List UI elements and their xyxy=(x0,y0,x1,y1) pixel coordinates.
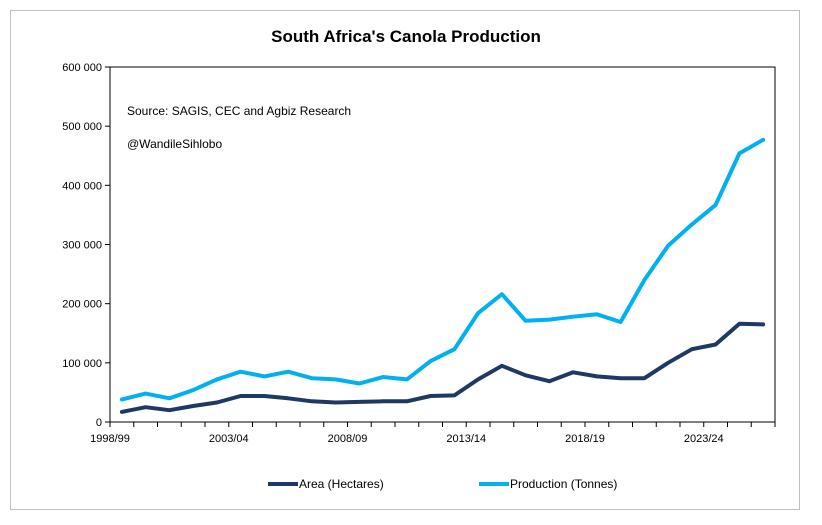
x-tick-label: 2013/14 xyxy=(446,433,486,445)
legend-label-production: Production (Tonnes) xyxy=(510,477,617,491)
chart-title: South Africa's Canola Production xyxy=(271,27,541,46)
legend-label-area: Area (Hectares) xyxy=(299,477,384,491)
y-axis-ticks: 0 100 000 200 000 300 000 400 000 500 000 600 … xyxy=(62,62,110,429)
y-tick-label: 400 000 xyxy=(62,180,102,192)
plot-area-border xyxy=(109,66,776,423)
x-axis-ticks: 1998/99 2003/04 2008/09 2013/14 2018/19 2023/… xyxy=(90,422,776,445)
y-tick-label: 500 000 xyxy=(62,121,102,133)
legend: Area (Hectares) Production (Tonnes) xyxy=(268,477,617,491)
source-annotation: Source: SAGIS, CEC and Agbiz Research xyxy=(127,104,351,118)
x-tick-label: 2008/09 xyxy=(328,433,368,445)
x-tick-label: 2018/19 xyxy=(565,433,605,445)
y-tick-label: 100 000 xyxy=(62,358,102,370)
y-tick-label: 300 000 xyxy=(62,240,102,252)
y-tick-label: 0 xyxy=(96,417,102,429)
series-line-area xyxy=(119,321,766,414)
x-tick-label: 1998/99 xyxy=(90,433,130,445)
author-annotation: @WandileSihlobo xyxy=(127,137,222,151)
series-lines xyxy=(119,137,766,414)
x-tick-label: 2003/04 xyxy=(209,433,249,445)
chart-frame xyxy=(10,10,800,510)
y-tick-label: 200 000 xyxy=(62,299,102,311)
x-tick-label: 2023/24 xyxy=(684,433,724,445)
y-tick-label: 600 000 xyxy=(62,62,102,74)
series-line-production xyxy=(119,137,766,402)
